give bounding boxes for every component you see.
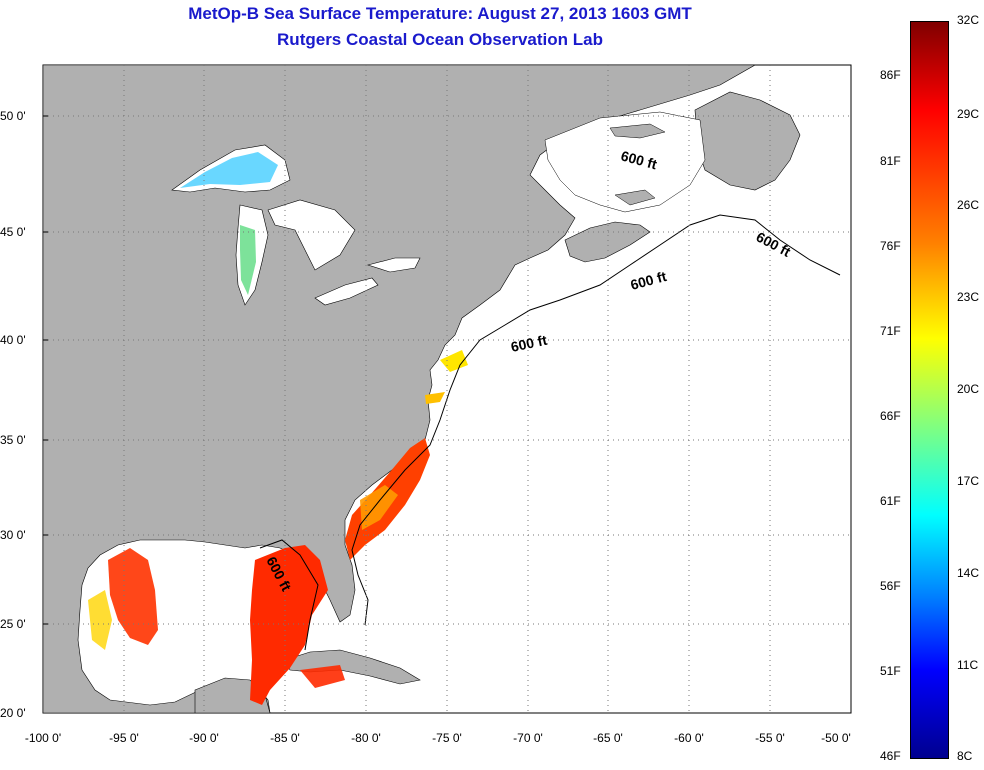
lat-label: 35 0'	[0, 433, 26, 447]
sst-map: 600 ft 600 ft 600 ft 600 ft 600 ft 50 0'…	[0, 64, 852, 745]
colorbar-fahrenheit-label: 56F	[880, 579, 901, 593]
colorbar-celsius-label: 26C	[957, 198, 980, 212]
lon-label: -95 0'	[109, 731, 139, 745]
colorbar-celsius-label: 23C	[957, 290, 980, 304]
lon-label: -90 0'	[189, 731, 219, 745]
anticosti-island	[609, 123, 666, 139]
lake-superior-sst	[180, 152, 278, 188]
sst-gulf-west-edge	[88, 590, 112, 650]
contour-label: 600 ft	[509, 332, 548, 355]
lon-label: -55 0'	[755, 731, 785, 745]
lat-label: 20 0'	[0, 706, 26, 720]
sst-chesapeake	[425, 392, 445, 404]
lat-label: 25 0'	[0, 617, 26, 631]
st-lawrence-water	[544, 111, 706, 213]
colorbar-fahrenheit-label: 71F	[880, 324, 901, 338]
colorbar-celsius-label: 29C	[957, 107, 980, 121]
colorbar-fahrenheit-label: 86F	[880, 68, 901, 82]
lon-label: -80 0'	[351, 731, 381, 745]
colorbar-celsius-label: 11C	[957, 658, 979, 672]
axis-ticks	[43, 115, 48, 625]
lon-label: -65 0'	[593, 731, 623, 745]
lon-label: -75 0'	[432, 731, 462, 745]
isobath-600ft	[259, 214, 841, 651]
lat-label: 50 0'	[0, 109, 26, 123]
temperature-colorbar	[910, 21, 949, 759]
lake-huron	[267, 199, 356, 271]
sst-gulf-west	[108, 548, 158, 645]
lon-label: -100 0'	[25, 731, 61, 745]
graticule	[43, 65, 851, 713]
lon-label: -50 0'	[821, 731, 851, 745]
lon-label: -60 0'	[674, 731, 704, 745]
colorbar-fahrenheit-label: 66F	[880, 409, 901, 423]
sst-carolina-inner	[360, 485, 398, 530]
colorbar-celsius-label: 32C	[957, 13, 980, 27]
colorbar-fahrenheit-label: 46F	[880, 749, 901, 763]
colorbar-celsius-label: 14C	[957, 566, 980, 580]
lake-ontario	[366, 257, 421, 273]
colorbar-fahrenheit-label: 81F	[880, 154, 901, 168]
lake-erie	[314, 277, 379, 306]
colorbar-fahrenheit-label: 76F	[880, 239, 901, 253]
lon-label: -70 0'	[513, 731, 543, 745]
colorbar-fahrenheit-label: 61F	[880, 494, 901, 508]
colorbar-celsius-label: 8C	[957, 749, 973, 763]
map-subtitle: Rutgers Coastal Ocean Observation Lab	[277, 30, 603, 49]
sst-gulf-east	[250, 545, 328, 705]
pei-island	[614, 189, 656, 206]
sst-caribbean	[300, 665, 345, 688]
map-title: MetOp-B Sea Surface Temperature: August …	[188, 4, 692, 23]
lake-michigan-sst	[240, 225, 256, 295]
colorbar-celsius-label: 17C	[957, 474, 980, 488]
lat-label: 45 0'	[0, 225, 26, 239]
sst-mid-atlantic	[440, 350, 468, 372]
lon-label: -85 0'	[270, 731, 300, 745]
lat-label: 30 0'	[0, 528, 26, 542]
colorbar-fahrenheit-label: 51F	[880, 664, 901, 678]
lat-label: 40 0'	[0, 333, 26, 347]
north-america-land	[42, 64, 757, 714]
colorbar-celsius-label: 20C	[957, 382, 980, 396]
